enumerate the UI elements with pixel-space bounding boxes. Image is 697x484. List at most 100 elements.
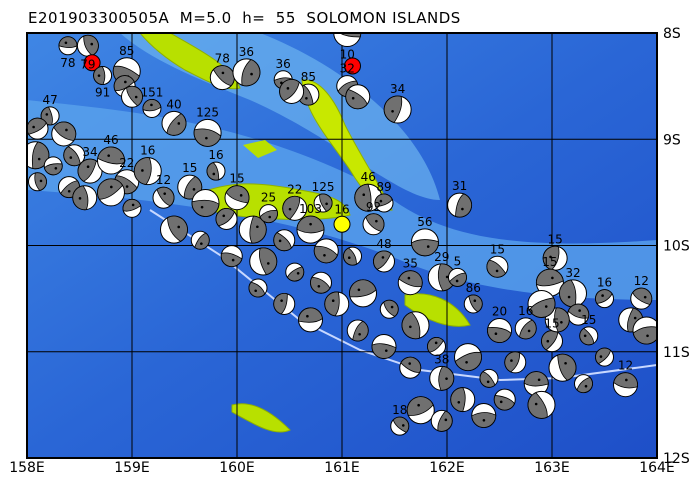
event-beachball[interactable] (349, 279, 377, 308)
event-beachball[interactable] (371, 333, 397, 359)
event-beachball[interactable] (296, 215, 325, 244)
event-beachball[interactable] (541, 330, 563, 353)
event-beachball[interactable] (27, 117, 49, 140)
event-beachball[interactable] (160, 215, 188, 244)
event-beachball[interactable] (248, 278, 268, 298)
event-beachball[interactable] (527, 390, 556, 419)
event-beachball[interactable] (273, 229, 296, 252)
event-beachball[interactable] (523, 371, 549, 397)
event-beachball[interactable] (429, 365, 455, 391)
event-beachball[interactable] (527, 289, 556, 318)
event-beachball[interactable] (374, 193, 394, 213)
event-beachball[interactable] (362, 213, 385, 236)
event-beachball[interactable] (63, 144, 86, 167)
event-beachball[interactable] (224, 185, 250, 211)
event-beachball[interactable] (121, 85, 143, 108)
event-beachball[interactable] (632, 316, 660, 345)
event-beachball[interactable] (209, 65, 235, 91)
event-beachball[interactable] (399, 356, 422, 379)
event-beachball[interactable] (313, 238, 339, 264)
event-beachball[interactable] (346, 319, 369, 342)
event-beachball[interactable] (401, 311, 430, 340)
event-beachball[interactable] (193, 118, 222, 147)
event-beachball[interactable] (191, 189, 220, 217)
event-beachball[interactable] (77, 158, 103, 184)
event-beachball[interactable] (220, 245, 243, 268)
event-beachball[interactable] (493, 388, 516, 411)
event-depth-label: 35 (403, 257, 418, 271)
event-beachball[interactable] (630, 287, 653, 310)
event-depth-label: 22 (287, 182, 302, 196)
event-beachball[interactable] (397, 270, 423, 296)
event-beachball[interactable] (463, 294, 483, 314)
event-beachball[interactable] (142, 98, 162, 118)
event-beachball[interactable] (410, 228, 439, 257)
event-beachball[interactable] (313, 193, 333, 213)
event-beachball[interactable] (595, 347, 614, 367)
event-beachball[interactable] (579, 326, 599, 346)
event-beachball[interactable] (279, 78, 305, 104)
event-beachball[interactable] (122, 198, 142, 218)
event-beachball[interactable] (504, 351, 527, 374)
event-beachball[interactable] (548, 353, 577, 382)
event-beachball[interactable] (383, 95, 412, 124)
event-depth-label: 22 (119, 156, 134, 170)
event-beachball[interactable] (535, 268, 564, 297)
event-beachball[interactable] (324, 291, 350, 317)
event-beachball[interactable] (51, 121, 77, 147)
event-beachball[interactable] (215, 207, 238, 230)
event-beachball[interactable] (97, 178, 125, 207)
event-beachball[interactable] (28, 172, 47, 192)
event-beachball[interactable] (133, 157, 162, 186)
event-beachball[interactable] (430, 409, 453, 432)
event-beachball[interactable] (559, 279, 587, 308)
event-beachball[interactable] (479, 368, 499, 388)
event-beachball[interactable] (542, 245, 568, 271)
event-beachball[interactable] (343, 246, 362, 266)
event-beachball[interactable] (58, 36, 78, 56)
event-beachball[interactable] (259, 204, 278, 224)
event-beachball[interactable] (390, 416, 410, 436)
event-beachball[interactable] (448, 267, 467, 287)
event-beachball[interactable] (190, 230, 210, 250)
event-beachball[interactable] (427, 336, 446, 356)
event-beachball[interactable] (285, 262, 305, 282)
event-beachball[interactable] (450, 387, 476, 413)
event-beachball[interactable] (206, 161, 226, 181)
event-beachball[interactable] (487, 318, 512, 343)
event-beachball[interactable] (333, 215, 351, 233)
event-beachball[interactable] (310, 271, 332, 294)
event-beachball[interactable] (379, 299, 399, 319)
target-event-beachball[interactable] (344, 57, 361, 75)
y-tick-label: 11S (663, 345, 690, 361)
event-beachball[interactable] (93, 66, 113, 85)
event-beachball[interactable] (574, 374, 593, 394)
event-beachball[interactable] (345, 84, 371, 110)
event-beachball[interactable] (406, 396, 435, 425)
target-event-beachball[interactable] (83, 54, 101, 72)
event-beachball[interactable] (43, 156, 63, 176)
event-beachball[interactable] (97, 146, 125, 175)
event-beachball[interactable] (72, 185, 98, 211)
event-beachball[interactable] (249, 247, 278, 276)
event-depth-label: 78 (60, 56, 75, 70)
event-beachball[interactable] (567, 303, 590, 326)
event-beachball[interactable] (514, 317, 537, 340)
event-beachball[interactable] (161, 110, 187, 136)
event-beachball[interactable] (471, 403, 497, 428)
event-beachball[interactable] (298, 307, 323, 333)
event-beachball[interactable] (232, 58, 261, 87)
event-beachball[interactable] (454, 343, 482, 372)
event-beachball[interactable] (447, 192, 473, 218)
event-beachball[interactable] (613, 372, 638, 398)
event-depth-label: 125 (312, 180, 335, 194)
event-beachball[interactable] (282, 195, 308, 221)
event-beachball[interactable] (238, 215, 267, 244)
event-beachball[interactable] (373, 250, 395, 273)
event-beachball[interactable] (486, 255, 509, 278)
event-beachball[interactable] (76, 34, 99, 57)
event-beachball[interactable] (152, 186, 175, 209)
event-beachball[interactable] (595, 289, 614, 309)
event-beachball[interactable] (273, 292, 296, 315)
event-depth-label: 47 (42, 93, 57, 107)
